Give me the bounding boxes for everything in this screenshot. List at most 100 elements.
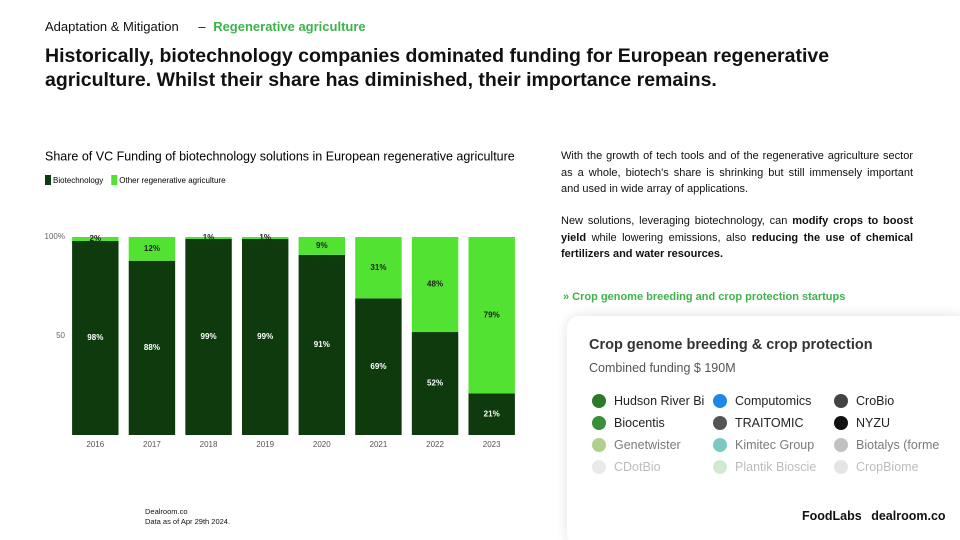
value-label: 88% bbox=[144, 343, 160, 352]
bar-segment bbox=[185, 238, 232, 435]
bar-segment bbox=[355, 237, 402, 299]
company-grid: Hudson River Bi Computomics CroBio Biocenti… bbox=[592, 394, 952, 474]
paragraph: New solutions, leveraging biotechnology,… bbox=[561, 213, 913, 263]
chart-title: Share of VC Funding of biotechnology sol… bbox=[45, 149, 515, 163]
company[interactable]: TRAITOMIC bbox=[713, 416, 834, 430]
value-label: 12% bbox=[144, 244, 160, 253]
company[interactable]: CropBiome bbox=[834, 460, 944, 474]
section: Adaptation & Mitigation bbox=[45, 19, 179, 34]
company[interactable]: Biotalys (forme bbox=[834, 438, 944, 452]
date: Data as of Apr 29th 2024. bbox=[145, 517, 231, 526]
company-icon bbox=[592, 416, 606, 430]
y-tick-label: 100% bbox=[45, 232, 65, 241]
legend-label: Biotechnology bbox=[53, 176, 103, 185]
company-name: Kimitec Group bbox=[735, 438, 815, 452]
x-tick-label: 2018 bbox=[200, 440, 218, 449]
company[interactable]: Kimitec Group bbox=[713, 438, 834, 452]
breadcrumb: Adaptation & Mitigation – Regenerative a… bbox=[45, 19, 366, 34]
value-label: 1% bbox=[203, 233, 215, 242]
company[interactable]: Biocentis bbox=[592, 416, 713, 430]
company-icon bbox=[713, 416, 727, 430]
company-icon bbox=[592, 394, 606, 408]
source: Dealroom.co bbox=[145, 507, 188, 516]
value-label: 98% bbox=[87, 333, 103, 342]
chart: Share of VC Funding of biotechnology sol… bbox=[45, 149, 515, 449]
company-icon bbox=[713, 438, 727, 452]
company-icon bbox=[713, 460, 727, 474]
company-icon bbox=[834, 394, 848, 408]
x-tick-label: 2023 bbox=[483, 440, 501, 449]
value-label: 79% bbox=[484, 310, 500, 319]
company[interactable]: CroBio bbox=[834, 394, 944, 408]
company-name: CropBiome bbox=[856, 460, 919, 474]
brand: FoodLabs bbox=[802, 509, 862, 523]
legend-swatch bbox=[111, 175, 118, 185]
company-icon bbox=[834, 416, 848, 430]
bar-segment bbox=[298, 254, 346, 435]
card-title: Crop genome breeding & crop protection bbox=[589, 337, 873, 353]
company-icon bbox=[592, 438, 606, 452]
value-label: 91% bbox=[314, 340, 330, 349]
bar-segment bbox=[355, 298, 402, 435]
link[interactable]: » Crop genome breeding and crop protecti… bbox=[563, 291, 846, 303]
company-name: NYZU bbox=[856, 416, 891, 430]
page-title: Historically, biotechnology companies do… bbox=[45, 45, 830, 91]
bold-text: reducing the use of chemical fertilizers… bbox=[561, 231, 914, 261]
bar-segment bbox=[128, 260, 176, 435]
company-name: TRAITOMIC bbox=[735, 416, 804, 430]
company[interactable]: CDotBio bbox=[592, 460, 713, 474]
value-label: 52% bbox=[427, 379, 443, 388]
text: while lowering emissions, also bbox=[586, 231, 752, 244]
card: Crop genome breeding & crop protection C… bbox=[567, 316, 960, 540]
x-tick-label: 2019 bbox=[256, 440, 274, 449]
company[interactable]: Genetwister bbox=[592, 438, 713, 452]
value-label: 21% bbox=[484, 409, 500, 418]
value-label: 69% bbox=[370, 362, 386, 371]
bar-segment bbox=[72, 240, 119, 435]
bar-segment bbox=[72, 237, 119, 241]
company-name: Biocentis bbox=[614, 416, 665, 430]
company-name: Biotalys (forme bbox=[856, 438, 940, 452]
company-name: Genetwister bbox=[614, 438, 681, 452]
bar-segment bbox=[241, 237, 289, 239]
bar-segment bbox=[468, 237, 515, 394]
text: With the growth of tech tools and of the… bbox=[561, 150, 913, 195]
value-label: 48% bbox=[427, 280, 443, 289]
x-tick-label: 2017 bbox=[143, 440, 161, 449]
bar-segment bbox=[468, 393, 515, 435]
x-tick-label: 2020 bbox=[313, 440, 331, 449]
paragraph: With the growth of tech tools and of the… bbox=[561, 148, 913, 198]
x-tick-label: 2016 bbox=[86, 440, 104, 449]
legend-swatch bbox=[45, 175, 51, 185]
bar-segment bbox=[185, 237, 232, 239]
company-name: Hudson River Bi bbox=[614, 394, 705, 408]
value-label: 99% bbox=[201, 332, 217, 341]
value-label: 1% bbox=[259, 233, 271, 242]
company[interactable]: Plantik Bioscie bbox=[713, 460, 834, 474]
x-tick-label: 2022 bbox=[426, 440, 444, 449]
company-icon bbox=[834, 438, 848, 452]
value-label: 99% bbox=[257, 332, 273, 341]
company-icon bbox=[592, 460, 606, 474]
value-label: 2% bbox=[90, 234, 102, 243]
x-tick-label: 2021 bbox=[370, 440, 388, 449]
legend-label: Other regenerative agriculture bbox=[119, 176, 226, 185]
company[interactable]: Computomics bbox=[713, 394, 834, 408]
company-icon bbox=[713, 394, 727, 408]
company-name: Computomics bbox=[735, 394, 812, 408]
y-tick-label: 50 bbox=[56, 331, 65, 340]
topic[interactable]: Regenerative agriculture bbox=[213, 19, 366, 34]
company-name: Plantik Bioscie bbox=[735, 460, 817, 474]
footer-brands: FoodLabs dealroom.co bbox=[802, 509, 946, 523]
company-name: CroBio bbox=[856, 394, 895, 408]
separator: – bbox=[198, 19, 206, 34]
bold-text: modify crops to boost yield bbox=[561, 215, 913, 244]
bar-segment bbox=[241, 238, 289, 435]
footer-source: Dealroom.co Data as of Apr 29th 2024. bbox=[145, 507, 230, 527]
company[interactable]: NYZU bbox=[834, 416, 944, 430]
text: New solutions, leveraging biotechnology,… bbox=[561, 215, 793, 227]
bar-segment bbox=[128, 237, 176, 261]
company-name: CDotBio bbox=[614, 460, 661, 474]
company[interactable]: Hudson River Bi bbox=[592, 394, 713, 408]
